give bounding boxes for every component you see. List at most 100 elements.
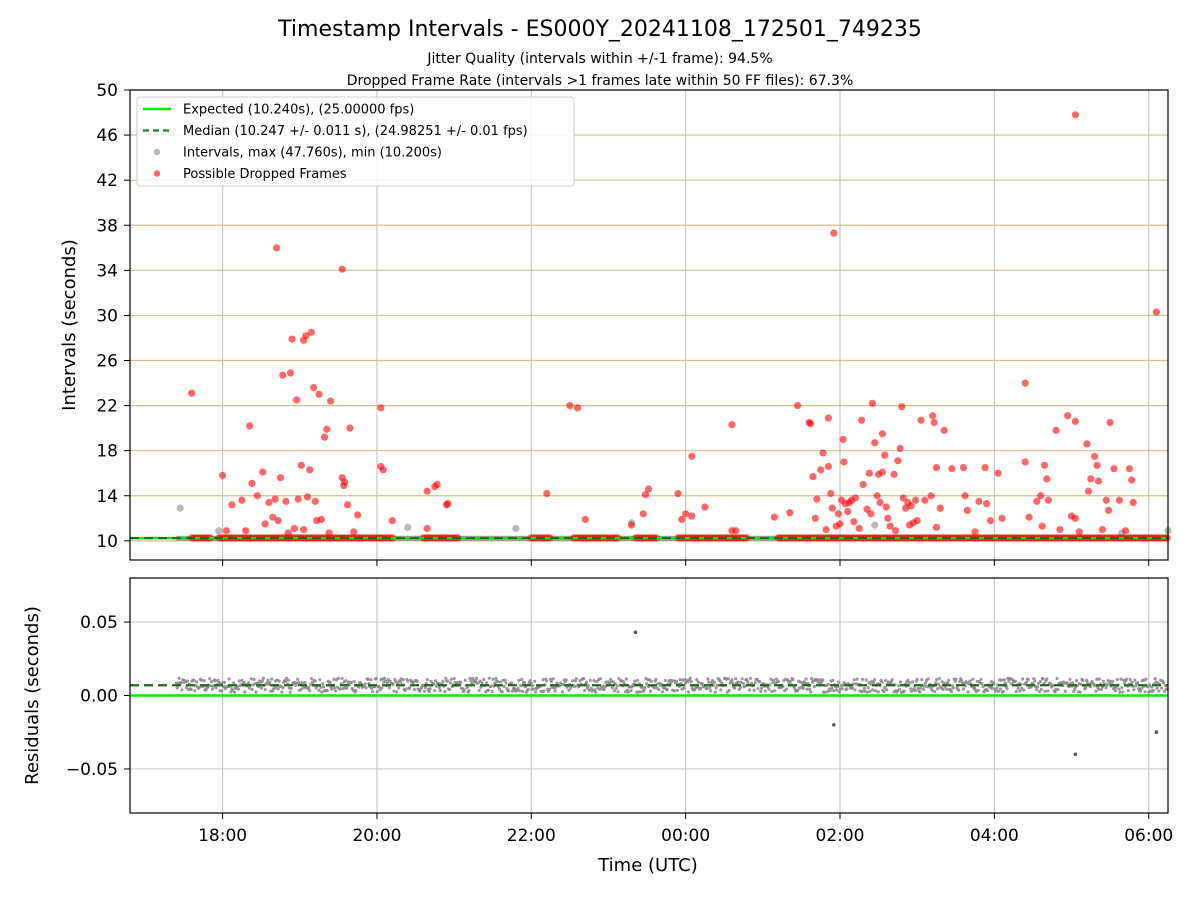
residual-point — [281, 686, 285, 690]
residual-point — [180, 688, 184, 692]
dropped-frame-point — [678, 515, 686, 524]
dropped-frame-point — [827, 489, 835, 498]
residual-point — [835, 688, 839, 692]
residual-point — [743, 684, 747, 688]
residual-point — [980, 682, 984, 686]
dropped-frame-point — [1071, 514, 1079, 522]
residual-point — [366, 677, 370, 681]
residual-point — [759, 686, 764, 691]
dropped-frame-point — [302, 332, 310, 340]
dropped-frame-point — [986, 516, 995, 525]
dropped-frame-point — [433, 480, 441, 489]
residual-point — [678, 678, 682, 682]
residual-point — [663, 678, 667, 682]
dropped-frame-point — [850, 518, 858, 526]
dropped-frame-point — [1052, 426, 1060, 434]
residual-point — [406, 679, 410, 683]
residual-point — [951, 686, 955, 690]
dropped-frame-point — [855, 524, 863, 533]
residual-point — [500, 690, 504, 694]
dropped-frame-point — [306, 466, 314, 474]
residual-point — [612, 689, 616, 693]
residual-point — [185, 679, 190, 683]
residual-point — [502, 684, 506, 689]
residual-point — [299, 687, 303, 691]
residual-point — [947, 678, 951, 682]
residual-point — [286, 678, 290, 682]
dropped-frame-point — [817, 466, 825, 474]
dropped-frame-point — [1093, 461, 1101, 469]
residual-point — [830, 686, 834, 690]
dropped-frame-point — [936, 504, 944, 512]
dropped-frame-point — [898, 403, 906, 411]
residual-point — [910, 680, 915, 684]
residual-point — [313, 679, 317, 683]
residual-point — [961, 687, 966, 691]
residual-point — [855, 677, 859, 681]
dropped-frame-point — [253, 492, 261, 500]
residual-point — [1130, 680, 1134, 684]
residual-point — [542, 689, 546, 693]
residual-point — [672, 679, 676, 683]
dropped-frame-point — [282, 497, 290, 505]
residual-point — [427, 690, 431, 694]
residual-point — [1113, 689, 1117, 693]
dropped-frame-point — [881, 451, 889, 459]
residual-point — [425, 677, 429, 682]
residual-point — [518, 689, 522, 693]
residual-point — [1094, 689, 1098, 693]
legend-entry-label: Intervals, max (47.760s), min (10.200s) — [183, 146, 442, 161]
residual-point — [686, 690, 691, 694]
residual-point — [689, 679, 693, 684]
residual-point — [1126, 689, 1130, 693]
dropped-frame-point — [315, 390, 323, 398]
residual-point — [441, 679, 445, 683]
residual-point — [741, 681, 745, 686]
residual-point — [1013, 679, 1017, 683]
y-tick-label: 38 — [96, 216, 118, 236]
residual-point — [533, 679, 537, 683]
residual-point — [510, 689, 515, 693]
residual-point — [564, 678, 568, 682]
residual-point — [504, 681, 508, 685]
intervals-plot-frame — [129, 89, 1169, 561]
residual-point — [517, 678, 521, 682]
dropped-frame-point — [1125, 465, 1134, 473]
dropped-frame-point — [271, 495, 279, 503]
dropped-frame-point — [822, 525, 830, 534]
residual-point — [422, 689, 427, 693]
residual-point — [1079, 682, 1083, 687]
residual-point — [709, 689, 713, 693]
residual-point — [791, 678, 795, 682]
residual-point — [747, 688, 752, 692]
residual-point — [551, 677, 555, 681]
residual-point — [643, 686, 647, 690]
residual-point — [654, 677, 658, 682]
residual-point — [594, 690, 598, 694]
residual-point — [708, 686, 712, 690]
residual-point — [733, 686, 737, 690]
legend-entry-label: Possible Dropped Frames — [183, 167, 347, 182]
dropped-frame-point — [912, 496, 920, 504]
residual-point — [1068, 677, 1072, 681]
residual-point — [1120, 685, 1124, 690]
dropped-frame-point — [1098, 525, 1107, 534]
residuals-y-axis-label: Residuals (seconds) — [22, 606, 43, 785]
residual-point — [940, 680, 944, 684]
dropped-frame-point — [323, 425, 331, 433]
dropped-frame-point — [228, 501, 236, 509]
residual-point — [319, 685, 323, 690]
residual-point — [179, 681, 183, 685]
residual-point — [884, 678, 888, 682]
residual-point — [832, 689, 836, 693]
residual-point — [208, 684, 213, 688]
residual-point — [1024, 680, 1029, 684]
residual-point — [882, 689, 886, 694]
residual-point — [759, 689, 763, 693]
residual-point — [1043, 689, 1047, 693]
residual-point — [592, 678, 596, 683]
residual-point — [193, 689, 197, 693]
dropped-frame-point — [963, 506, 971, 515]
residual-point — [682, 686, 686, 690]
dropped-frame-point — [1084, 487, 1093, 495]
